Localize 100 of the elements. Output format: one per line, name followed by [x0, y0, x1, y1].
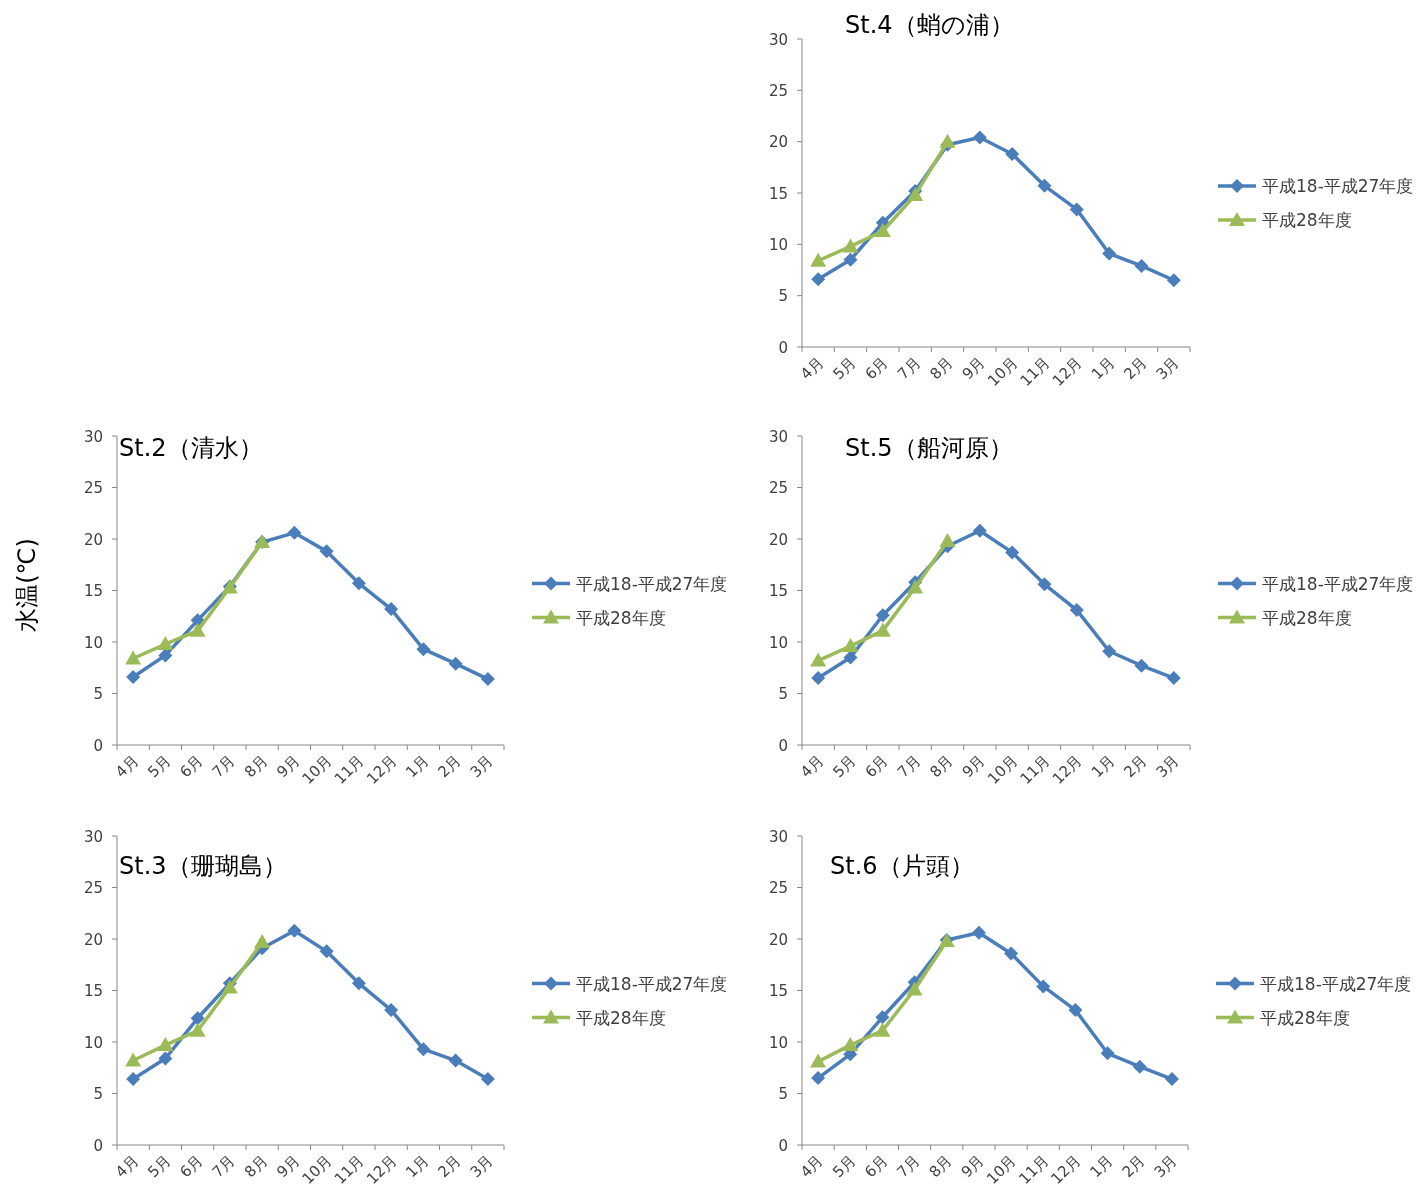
x-tick-label: 4月 [796, 1151, 827, 1182]
y-tick-label: 30 [768, 30, 788, 49]
point [1037, 577, 1052, 592]
y-tick-label: 5 [778, 287, 788, 306]
legend-label: 平成18-平成27年度 [576, 573, 728, 594]
x-tick-label: 2月 [1120, 751, 1151, 782]
x-tick-label: 12月 [1047, 1151, 1085, 1188]
point [351, 976, 366, 991]
y-tick-label: 30 [83, 427, 103, 446]
x-tick-label: 3月 [466, 1151, 497, 1182]
y-tick-label: 15 [83, 582, 103, 600]
point [351, 576, 366, 591]
legend-label: 平成28年度 [1262, 607, 1352, 628]
y-tick-label: 15 [768, 184, 788, 203]
y-tick-label: 0 [778, 338, 788, 357]
y-tick-label: 20 [768, 133, 788, 152]
y-tick-label: 10 [83, 633, 103, 652]
x-tick-label: 5月 [829, 353, 860, 384]
point [1069, 603, 1084, 618]
y-tick-label: 5 [93, 1085, 103, 1103]
x-tick-label: 5月 [828, 1151, 860, 1182]
y-tick-label: 20 [83, 530, 103, 549]
point [448, 1053, 463, 1068]
point [125, 1052, 142, 1067]
x-tick-label: 6月 [861, 353, 892, 384]
point [906, 981, 923, 996]
point [1004, 946, 1019, 961]
y-tick-label: 0 [778, 1136, 788, 1155]
point [319, 944, 334, 959]
legend-label: 平成18-平成27年度 [1262, 573, 1414, 594]
point [1166, 671, 1181, 686]
point [875, 608, 890, 623]
x-tick-label: 2月 [434, 1151, 465, 1182]
point [811, 671, 826, 686]
legend-label: 平成28年度 [576, 1007, 666, 1028]
point [907, 187, 924, 202]
x-tick-label: 6月 [861, 1151, 892, 1182]
point [874, 1022, 891, 1037]
x-tick-label: 4月 [111, 751, 142, 782]
point [126, 1072, 141, 1087]
x-tick-label: 5月 [829, 751, 860, 782]
point [190, 1011, 205, 1026]
x-tick-label: 7月 [208, 751, 239, 782]
x-tick-label: 2月 [1120, 353, 1151, 384]
point [158, 648, 173, 663]
y-tick-label: 10 [768, 633, 788, 652]
x-tick-label: 4月 [111, 1151, 142, 1182]
point [810, 1053, 827, 1068]
x-tick-label: 8月 [926, 353, 957, 384]
point [1134, 258, 1149, 273]
point [971, 925, 986, 940]
y-tick-label: 30 [768, 827, 788, 846]
y-tick-label: 5 [93, 685, 103, 703]
point [874, 622, 891, 637]
legend-label: 平成28年度 [576, 607, 666, 628]
point [842, 638, 859, 653]
x-tick-label: 1月 [402, 751, 433, 782]
x-tick-label: 1月 [1087, 353, 1118, 384]
point [843, 650, 858, 665]
point [157, 636, 174, 651]
x-tick-label: 4月 [796, 353, 827, 384]
point [972, 523, 987, 538]
point [416, 642, 431, 657]
point [1164, 1072, 1179, 1087]
y-tick-label: 0 [93, 736, 103, 755]
point [157, 1037, 174, 1052]
y-tick-label: 25 [768, 479, 788, 497]
y-tick-label: 0 [93, 1136, 103, 1155]
point [384, 1003, 399, 1018]
point [842, 238, 859, 253]
y-tick-label: 20 [83, 930, 103, 949]
y-tick-label: 25 [768, 81, 788, 100]
point [1134, 658, 1149, 673]
y-axis-title: 水温(℃) [13, 538, 41, 632]
y-tick-label: 10 [768, 235, 788, 254]
point [480, 672, 495, 687]
x-tick-label: 7月 [208, 1151, 239, 1182]
x-tick-label: 1月 [1086, 1151, 1117, 1182]
x-tick-label: 8月 [926, 751, 957, 782]
x-tick-label: 6月 [176, 751, 207, 782]
point [810, 252, 827, 267]
chart-title: St.2（清水） [119, 434, 263, 462]
y-tick-label: 0 [778, 736, 788, 755]
point [189, 622, 206, 637]
y-tick-label: 30 [83, 827, 103, 846]
y-tick-label: 10 [768, 1033, 788, 1052]
point [189, 1022, 206, 1037]
y-tick-label: 25 [83, 879, 103, 897]
y-tick-label: 5 [778, 1085, 788, 1103]
point [1102, 644, 1117, 659]
x-tick-label: 7月 [893, 1151, 924, 1182]
point [1036, 979, 1051, 994]
y-tick-label: 30 [768, 427, 788, 446]
x-tick-label: 5月 [144, 1151, 175, 1182]
point [939, 533, 956, 548]
point [287, 525, 302, 540]
x-tick-label: 8月 [240, 1151, 271, 1182]
point [1005, 545, 1020, 560]
x-tick-label: 3月 [466, 751, 497, 782]
text: St.6（片頭） [830, 852, 974, 880]
